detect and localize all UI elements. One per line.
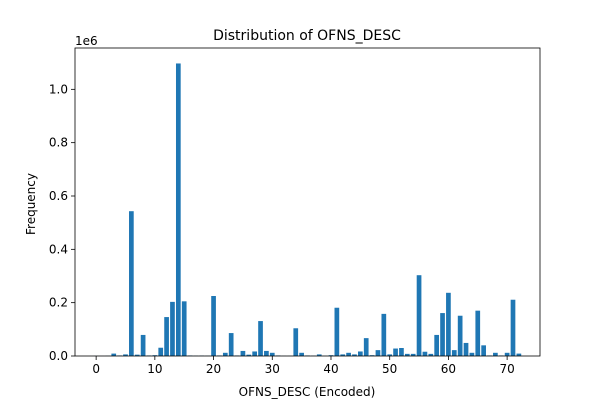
bar-63 [463,342,469,356]
y-tick-label: 0.4 [49,242,68,256]
bar-5 [123,354,128,356]
y-tick-label: 0.0 [49,349,68,363]
bar-35 [299,352,304,356]
x-tick-label: 50 [382,362,397,376]
bar-7 [134,354,140,356]
bar-43 [346,352,351,356]
bar-29 [264,350,269,356]
bar-59 [440,313,445,356]
bar-60 [446,292,451,356]
bar-38 [316,354,322,356]
bar-34 [293,328,299,356]
x-tick-label: 0 [92,362,100,376]
bar-54 [410,353,416,356]
x-tick-label: 10 [147,362,162,376]
bar-28 [258,321,263,356]
bar-58 [434,334,440,356]
bar-72 [516,353,522,356]
bar-12 [164,317,169,356]
bars-group [93,63,522,356]
bar-45 [357,351,363,356]
bar-30 [269,352,275,356]
bar-71 [510,299,516,356]
bar-42 [340,354,346,356]
bar-68 [493,352,498,356]
bar-23 [228,333,234,356]
x-axis-ticks: 0 10 20 30 40 50 60 70 [92,356,515,376]
bar-11 [158,347,164,356]
x-tick-label: 70 [499,362,514,376]
bar-64 [469,352,475,356]
bar-26 [246,354,252,356]
bar-50 [387,354,393,356]
bar-8 [140,334,146,356]
x-tick-label: 60 [441,362,456,376]
bar-62 [457,315,463,356]
bar-66 [481,345,486,356]
bar-57 [428,353,434,356]
y-tick-label: 0.6 [49,189,68,203]
bar-3 [111,353,117,356]
bar-49 [381,313,387,356]
bar-13 [170,301,175,356]
bar-41 [334,307,340,356]
plot-frame [74,47,541,357]
y-axis-offset-label: 1e6 [75,34,98,48]
y-tick-label: 0.2 [49,296,68,310]
bar-14 [175,63,181,356]
y-axis-label: Frequency [24,173,38,235]
bar-55 [416,275,422,356]
x-tick-label: 20 [206,362,221,376]
bar-25 [240,350,246,356]
bar-52 [399,348,404,356]
bar-27 [252,351,258,356]
bar-15 [181,301,187,356]
bar-48 [375,350,381,356]
bar-56 [422,351,428,356]
bar-22 [222,352,228,356]
bar-6 [129,211,134,356]
bar-53 [404,353,410,356]
bar-46 [363,338,369,356]
bar-51 [393,348,398,356]
bar-44 [352,354,357,356]
y-tick-label: 1.0 [49,82,68,96]
bar-70 [504,352,510,356]
x-tick-label: 30 [265,362,280,376]
chart-title: Distribution of OFNS_DESC [213,28,401,44]
bar-65 [475,310,481,356]
bar-20 [211,296,216,356]
y-axis-ticks: 0.0 0.2 0.4 0.6 0.8 1.0 [49,82,75,363]
y-tick-label: 0.8 [49,136,68,150]
x-tick-label: 40 [323,362,338,376]
bar-61 [451,350,457,356]
x-axis-label: OFNS_DESC (Encoded) [239,385,376,399]
